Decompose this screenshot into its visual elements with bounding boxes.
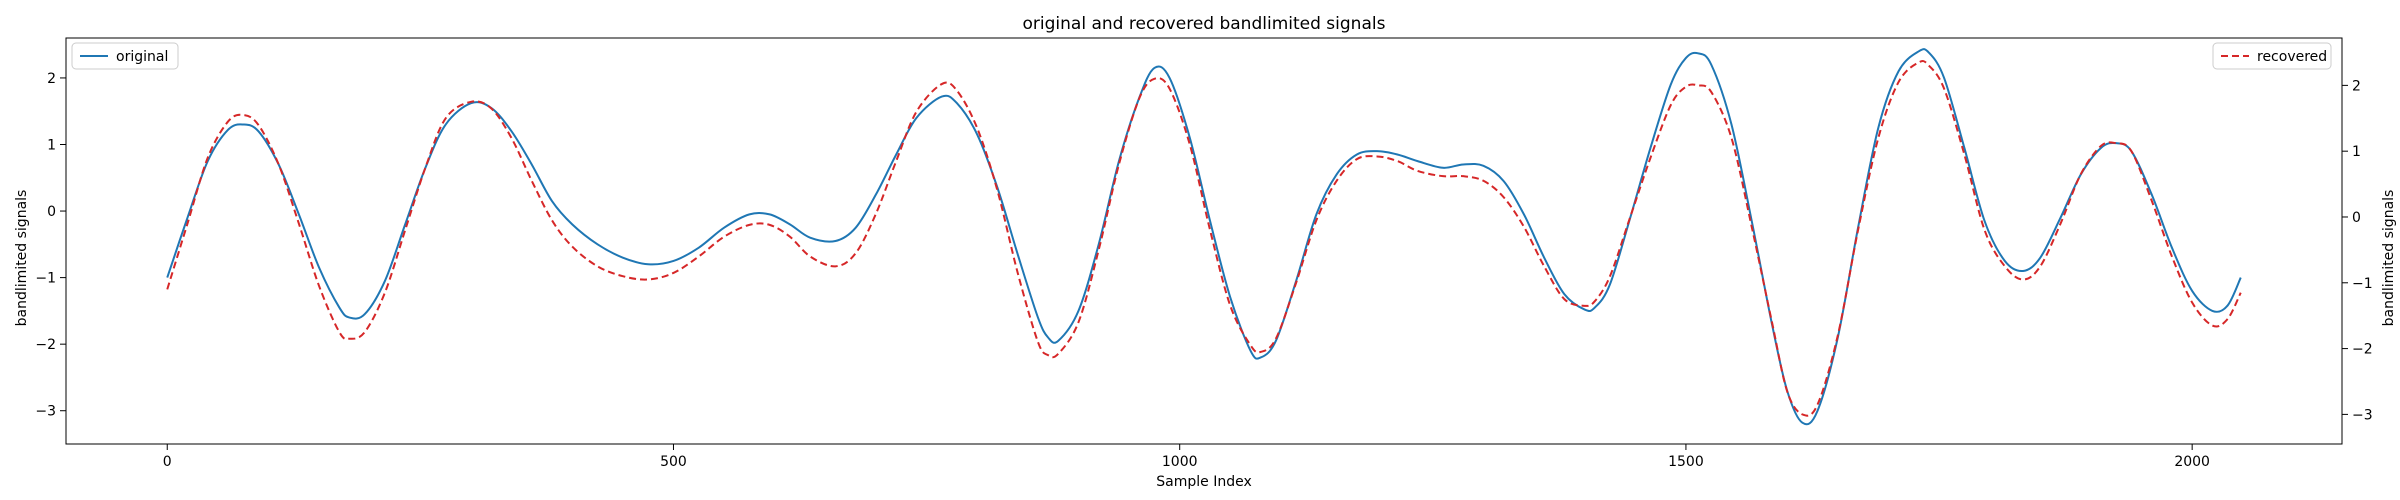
y-left-tick-label: −2 — [35, 337, 56, 353]
y-left-tick-label: 1 — [47, 137, 56, 153]
chart-title: original and recovered bandlimited signa… — [1023, 14, 1386, 34]
y-left-tick-label: −3 — [35, 404, 56, 420]
plot-frame — [65, 37, 2343, 445]
legend-original: original — [71, 42, 179, 70]
y-right-tick-label: 2 — [2352, 78, 2361, 94]
x-axis: 0 500 1000 1500 2000 — [163, 444, 2210, 470]
legend-recovered: recovered — [2212, 42, 2332, 70]
y-right-tick-label: 1 — [2352, 144, 2361, 160]
series-line-recovered — [166, 60, 2242, 417]
y-axis-label-left: bandlimited signals — [14, 190, 30, 327]
y-right-tick-label: 0 — [2352, 210, 2361, 226]
x-tick-label: 500 — [660, 454, 687, 470]
y-left-tick-label: −1 — [35, 271, 56, 287]
y-right-tick-label: −1 — [2352, 276, 2373, 292]
y-axis-left: −3 −2 −1 0 1 2 — [35, 71, 66, 420]
x-tick-label: 2000 — [2174, 454, 2210, 470]
x-axis-label: Sample Index — [1156, 474, 1251, 490]
y-axis-right: −3 −2 −1 0 1 2 — [2342, 78, 2373, 423]
y-right-tick-label: −3 — [2352, 407, 2373, 423]
y-right-tick-label: −2 — [2352, 342, 2373, 358]
series-layer — [166, 48, 2242, 426]
y-left-tick-label: 0 — [47, 204, 56, 220]
x-tick-label: 1000 — [1162, 454, 1198, 470]
plot-area — [65, 37, 2343, 445]
y-axis-label-right: bandlimited signals — [2381, 190, 2397, 327]
y-left-tick-label: 2 — [47, 71, 56, 87]
legend-recovered-label: recovered — [2257, 49, 2327, 65]
legend-original-label: original — [116, 49, 168, 65]
x-tick-label: 1500 — [1668, 454, 1704, 470]
series-line-original — [166, 48, 2242, 426]
x-tick-label: 0 — [163, 454, 172, 470]
